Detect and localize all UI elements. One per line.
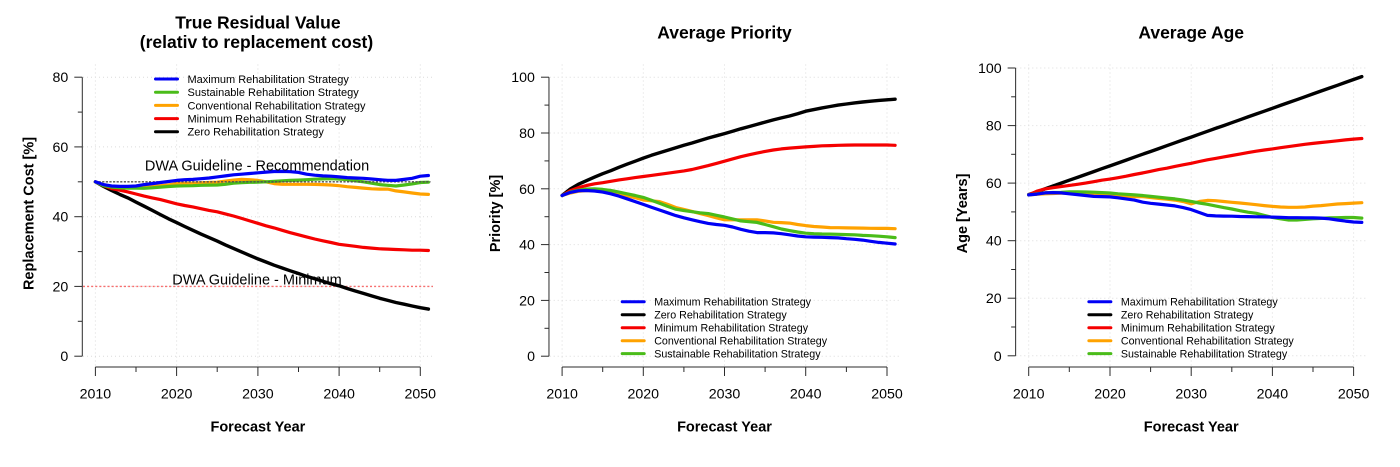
svg-text:Sustainable Rehabilitation Str: Sustainable Rehabilitation Strategy — [188, 87, 360, 99]
svg-text:60: 60 — [519, 182, 535, 198]
svg-text:40: 40 — [53, 210, 69, 226]
svg-text:DWA Guideline - Minimum: DWA Guideline - Minimum — [172, 273, 341, 289]
svg-text:60: 60 — [986, 176, 1002, 192]
svg-text:0: 0 — [994, 349, 1002, 365]
svg-text:2010: 2010 — [80, 387, 112, 403]
svg-text:80: 80 — [53, 70, 69, 86]
svg-text:2040: 2040 — [790, 387, 822, 403]
svg-text:(relativ to replacement cost): (relativ to replacement cost) — [140, 32, 373, 52]
svg-text:Conventional Rehabilitation St: Conventional Rehabilitation Strategy — [654, 336, 828, 348]
svg-text:Forecast Year: Forecast Year — [677, 420, 772, 436]
svg-text:Priority [%]: Priority [%] — [488, 175, 504, 253]
svg-text:2040: 2040 — [1257, 387, 1289, 403]
svg-text:0: 0 — [60, 349, 68, 365]
svg-text:40: 40 — [519, 238, 535, 254]
svg-text:2010: 2010 — [546, 387, 578, 403]
svg-text:Sustainable Rehabilitation Str: Sustainable Rehabilitation Strategy — [1121, 349, 1288, 361]
svg-text:Forecast Year: Forecast Year — [1144, 420, 1239, 436]
svg-text:2050: 2050 — [405, 387, 437, 403]
svg-text:Minimum Rehabilitation Strateg: Minimum Rehabilitation Strategy — [1121, 323, 1276, 335]
svg-text:2030: 2030 — [709, 387, 741, 403]
svg-text:Conventional Rehabilitation St: Conventional Rehabilitation Strategy — [1121, 336, 1295, 348]
svg-text:0: 0 — [527, 349, 535, 365]
svg-text:100: 100 — [978, 61, 1002, 77]
svg-text:Zero Rehabilitation Strategy: Zero Rehabilitation Strategy — [654, 310, 787, 322]
svg-text:Zero Rehabilitation Strategy: Zero Rehabilitation Strategy — [188, 127, 325, 139]
svg-text:2010: 2010 — [1013, 387, 1045, 403]
svg-text:60: 60 — [53, 140, 69, 156]
svg-text:Zero Rehabilitation Strategy: Zero Rehabilitation Strategy — [1121, 310, 1254, 322]
svg-text:Sustainable Rehabilitation Str: Sustainable Rehabilitation Strategy — [654, 349, 821, 361]
svg-text:Average Priority: Average Priority — [657, 23, 792, 43]
svg-text:Average Age: Average Age — [1138, 23, 1244, 43]
svg-text:Forecast Year: Forecast Year — [210, 420, 305, 436]
svg-text:Minimum Rehabilitation Strateg: Minimum Rehabilitation Strategy — [654, 323, 809, 335]
svg-text:2050: 2050 — [1338, 387, 1370, 403]
svg-text:Age [Years]: Age [Years] — [955, 173, 971, 253]
svg-text:Conventional Rehabilitation St: Conventional Rehabilitation Strategy — [188, 100, 366, 112]
svg-text:80: 80 — [986, 119, 1002, 135]
svg-text:20: 20 — [53, 279, 69, 295]
svg-text:2020: 2020 — [1094, 387, 1126, 403]
svg-text:2050: 2050 — [871, 387, 903, 403]
svg-text:2020: 2020 — [628, 387, 660, 403]
svg-text:True Residual Value: True Residual Value — [175, 13, 341, 33]
svg-text:Minimum Rehabilitation Strateg: Minimum Rehabilitation Strategy — [188, 114, 347, 126]
svg-text:2030: 2030 — [242, 387, 274, 403]
svg-text:2020: 2020 — [161, 387, 193, 403]
svg-text:2030: 2030 — [1175, 387, 1207, 403]
svg-text:DWA Guideline - Recommendation: DWA Guideline - Recommendation — [145, 159, 369, 175]
svg-text:40: 40 — [986, 234, 1002, 250]
svg-text:100: 100 — [511, 70, 535, 86]
svg-text:20: 20 — [519, 293, 535, 309]
svg-text:Maximum Rehabilitation Strateg: Maximum Rehabilitation Strategy — [654, 297, 811, 309]
svg-text:Maximum Rehabilitation Strateg: Maximum Rehabilitation Strategy — [1121, 297, 1278, 309]
svg-text:20: 20 — [986, 291, 1002, 307]
svg-text:2040: 2040 — [323, 387, 355, 403]
svg-text:Maximum Rehabilitation Strateg: Maximum Rehabilitation Strategy — [188, 74, 350, 86]
svg-text:80: 80 — [519, 126, 535, 142]
svg-text:Replacement Cost [%]: Replacement Cost [%] — [22, 137, 38, 290]
